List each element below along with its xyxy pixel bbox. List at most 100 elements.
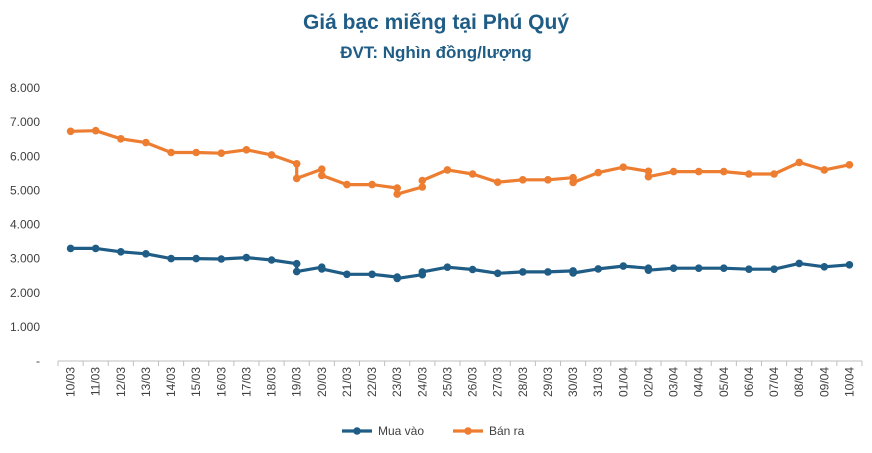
data-point: [770, 170, 778, 178]
x-tick-label: 31/03: [591, 367, 605, 397]
data-point: [66, 244, 75, 253]
data-point: [91, 126, 100, 135]
data-point: [519, 176, 527, 184]
data-point: [443, 263, 452, 272]
x-tick-label: 26/03: [466, 367, 480, 397]
x-tick-label: 14/03: [164, 367, 178, 397]
x-tick-label: 17/03: [239, 367, 253, 397]
data-point: [443, 166, 452, 174]
data-point: [694, 167, 703, 176]
data-point: [192, 254, 200, 263]
x-tick-label: 05/04: [717, 367, 731, 397]
data-point: [544, 176, 552, 184]
legend: Mua vào Bán ra: [342, 424, 525, 438]
data-point: [292, 174, 301, 183]
data-point: [393, 190, 402, 198]
legend-label: Mua vào: [378, 424, 424, 438]
data-point: [468, 265, 477, 274]
data-point: [770, 265, 778, 274]
data-point: [393, 184, 402, 192]
data-point: [418, 268, 427, 276]
data-point: [493, 178, 502, 186]
data-point: [795, 158, 803, 167]
x-tick-label: 03/04: [667, 367, 681, 397]
data-point: [644, 167, 653, 176]
data-point: [569, 178, 577, 187]
data-point: [66, 127, 75, 136]
y-tick-label: 2.000: [10, 286, 40, 300]
legend-marker: [353, 427, 361, 435]
data-point: [594, 265, 602, 273]
data-point: [292, 267, 301, 276]
data-point: [644, 172, 653, 181]
x-tick-label: 06/04: [742, 367, 756, 397]
y-tick-label: 7.000: [10, 115, 40, 129]
data-point: [343, 180, 351, 189]
data-point: [267, 256, 276, 264]
data-point: [569, 269, 577, 277]
x-tick-label: 20/03: [315, 367, 329, 397]
x-tick-label: 07/04: [767, 367, 781, 397]
series-line-2: [69, 129, 851, 196]
y-tick-label: 3.000: [10, 252, 40, 266]
data-point: [292, 160, 301, 168]
x-tick-label: 10/03: [64, 367, 78, 397]
data-point: [594, 168, 602, 177]
data-point: [318, 165, 326, 173]
data-point: [745, 265, 753, 274]
x-tick-label: 15/03: [189, 367, 203, 397]
data-point: [493, 269, 502, 278]
data-point: [242, 253, 251, 262]
data-point: [720, 264, 728, 273]
x-tick-label: 01/04: [616, 367, 630, 397]
data-point: [142, 138, 150, 147]
data-point: [343, 270, 351, 279]
data-point: [795, 259, 803, 268]
data-point: [292, 259, 301, 268]
x-tick-label: 08/04: [792, 367, 806, 397]
x-tick-label: 27/03: [491, 367, 505, 397]
data-point: [192, 148, 200, 157]
x-tick-label: 02/04: [641, 367, 655, 397]
y-axis-ticks: - 1.000 2.000 3.000 4.000 5.000 6.000 7.000 8.00…: [10, 81, 40, 368]
series-line-1: [69, 246, 851, 280]
data-point: [142, 250, 150, 258]
data-point: [720, 167, 728, 176]
x-axis-ticks: 10/03 11/03 12/03 13/03 14/03 15/03 16/03 17/03…: [57, 361, 863, 397]
data-point: [217, 255, 226, 263]
legend-label: Bán ra: [489, 424, 525, 438]
x-tick-label: 18/03: [265, 367, 279, 397]
y-tick-label: 4.000: [10, 218, 40, 232]
data-point: [694, 264, 703, 273]
x-tick-label: 19/03: [290, 367, 304, 397]
x-tick-label: 30/03: [566, 367, 580, 397]
data-point: [544, 268, 552, 276]
data-point: [519, 268, 527, 276]
data-point: [167, 254, 175, 263]
data-point: [418, 183, 427, 191]
data-point: [619, 262, 628, 270]
data-point: [845, 261, 854, 269]
x-tick-label: 10/04: [842, 367, 856, 397]
y-tick-label: 1.000: [10, 320, 40, 334]
series-layer: [66, 126, 854, 283]
data-point: [217, 149, 226, 157]
data-point: [117, 135, 125, 143]
data-point: [318, 171, 326, 180]
data-point: [91, 244, 100, 253]
chart-subtitle: ĐVT: Nghìn đồng/lượng: [340, 43, 532, 62]
data-point: [368, 270, 376, 279]
x-tick-label: 29/03: [541, 367, 555, 397]
x-tick-label: 21/03: [340, 367, 354, 397]
data-point: [368, 180, 376, 189]
data-point: [669, 264, 678, 273]
data-point: [117, 248, 125, 256]
data-point: [644, 266, 653, 275]
data-point: [393, 274, 402, 283]
y-tick-label: 8.000: [10, 81, 40, 95]
data-point: [242, 146, 251, 154]
x-tick-label: 23/03: [390, 367, 404, 397]
x-tick-label: 04/04: [692, 367, 706, 397]
